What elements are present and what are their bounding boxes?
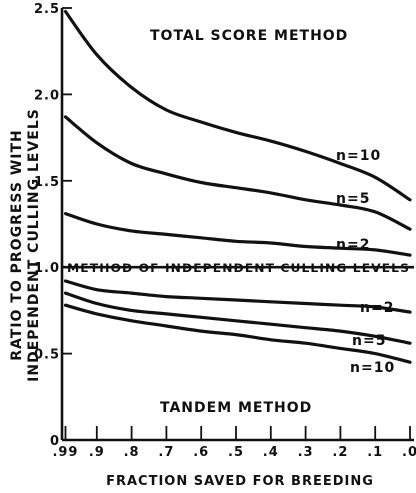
ticks: 0 0.5 1.0 1.5 2.0 2.5 .99 .9 .8 .7 .6 .5 .4 .3 .2 .1 .0 (34, 2, 416, 460)
series-line-total_score-n10 (63, 9, 412, 202)
series-label: n=2 (360, 300, 394, 316)
series-line-total_score-n2 (63, 212, 412, 257)
annotation-total-score-method: TOTAL SCORE METHOD (150, 28, 348, 44)
x-tick-label: .5 (228, 445, 244, 460)
x-tick-label: .8 (124, 445, 140, 460)
series-line-tandem-n2 (63, 279, 412, 314)
series-line-tandem-n5 (63, 291, 412, 345)
series-labels: n=10 n=5 n=2 n=2 n=5 n=10 (336, 148, 395, 376)
x-tick-label: .9 (89, 445, 105, 460)
y-tick-label: 1.5 (34, 175, 60, 190)
x-tick-label: .2 (332, 445, 348, 460)
y-tick-label: 0 (50, 434, 60, 449)
x-tick-label: .6 (193, 445, 209, 460)
x-tick-label: .3 (298, 445, 314, 460)
x-axis-title: FRACTION SAVED FOR BREEDING (106, 474, 374, 489)
x-tick-label: .0 (402, 445, 416, 460)
axes (60, 8, 414, 442)
series-label: n=2 (336, 237, 370, 253)
y-tick-label: 2.0 (34, 88, 60, 103)
series-label: n=10 (350, 360, 395, 376)
y-axis-title-line1: RATIO TO PROGRESS WITH (9, 129, 25, 361)
y-tick-label: 1.0 (34, 261, 60, 276)
annotation-tandem-method: TANDEM METHOD (160, 400, 312, 416)
series-line-tandem-n10 (63, 303, 412, 364)
x-tick-label: .4 (263, 445, 279, 460)
y-tick-label: 0.5 (34, 348, 60, 363)
x-tick-label: .7 (158, 445, 174, 460)
series-label: n=5 (352, 333, 386, 349)
x-tick-label: .1 (367, 445, 383, 460)
series-label: n=10 (336, 148, 381, 164)
series-label: n=5 (336, 191, 370, 207)
curves (63, 9, 412, 364)
x-tick-label: .99 (52, 445, 78, 460)
y-axis-title-line2: INDEPENDENT CULLING LEVELS (26, 108, 42, 382)
y-tick-label: 2.5 (34, 2, 60, 17)
series-line-total_score-n5 (63, 115, 412, 231)
